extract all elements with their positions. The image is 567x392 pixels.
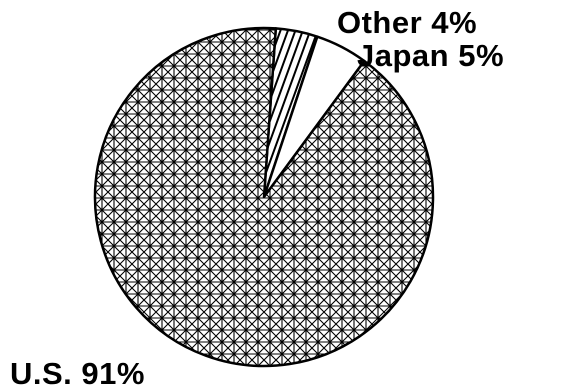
slice-label-other: Other 4%: [337, 5, 477, 40]
slice-label-us: U.S. 91%: [10, 356, 145, 391]
pie-slices: [93, 26, 435, 368]
pie-slice-2: [93, 26, 435, 368]
slice-label-japan: Japan 5%: [357, 38, 504, 73]
